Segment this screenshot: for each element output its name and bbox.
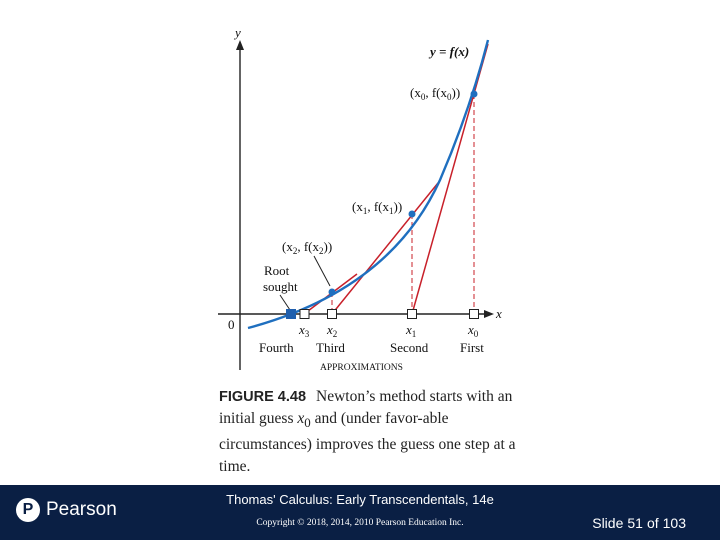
- x-axis-label: x: [495, 306, 502, 321]
- slide-total: 103: [662, 515, 686, 531]
- pointer-root: [279, 294, 291, 311]
- approx-second: Second: [390, 340, 429, 355]
- pointer-x2-label: [313, 255, 331, 287]
- caption-text-b: and (under favor-able circumstances) imp…: [219, 410, 516, 476]
- root-marker: [286, 309, 296, 319]
- pearson-logo-word: Pearson: [46, 499, 117, 520]
- root-label-line2: sought: [263, 279, 298, 294]
- slide-counter: Slide 51 of 103: [592, 515, 690, 531]
- x-axis-arrow: [484, 310, 494, 318]
- y-axis-arrow: [236, 40, 244, 50]
- approx-first: First: [460, 340, 484, 355]
- copyright-text: Copyright © 2018, 2014, 2010 Pearson Edu…: [256, 518, 464, 528]
- point-label-x0: (x0, f(x0)): [410, 85, 460, 102]
- tick-label-x1: x1: [405, 322, 416, 339]
- figure-label: FIGURE 4.48: [219, 389, 307, 405]
- y-axis-label: y: [233, 25, 241, 40]
- figure-caption: FIGURE 4.48 Newton’s method starts with a…: [219, 386, 519, 478]
- caption-var: x: [297, 410, 305, 427]
- point-x1-on-curve: [408, 210, 416, 218]
- origin-label: 0: [228, 317, 235, 332]
- slide-prefix: Slide: [592, 515, 624, 531]
- newtons-method-figure: y x 0 y = f(x) (x0, f(x0)) (x1, f(x1)) (…: [218, 25, 502, 373]
- point-label-x1: (x1, f(x1)): [352, 199, 402, 216]
- tick-label-x3: x3: [298, 322, 310, 339]
- approx-fourth: Fourth: [259, 340, 294, 355]
- root-label-line1: Root: [264, 263, 290, 278]
- point-x0-on-curve: [470, 90, 478, 98]
- tick-box-x1: [407, 309, 417, 319]
- caption-text-a: Newton’s method starts with an initial g…: [219, 388, 513, 427]
- caption-sub: 0: [304, 415, 311, 431]
- function-curve: [247, 39, 490, 330]
- tangent-at-x0: [411, 43, 489, 315]
- approx-third: Third: [316, 340, 345, 355]
- approximations-label: APPROXIMATIONS: [320, 363, 403, 373]
- pearson-logo: P Pearson: [16, 498, 117, 522]
- slide-footer: P Pearson Thomas' Calculus: Early Transc…: [0, 485, 720, 540]
- point-x2-on-curve: [328, 288, 336, 296]
- tick-label-x0: x0: [467, 322, 479, 339]
- tick-label-x2: x2: [326, 322, 337, 339]
- slide-number: 51: [627, 515, 643, 531]
- slide-of: of: [646, 515, 659, 531]
- book-title: Thomas' Calculus: Early Transcendentals,…: [226, 492, 494, 507]
- curve-label: y = f(x): [428, 44, 469, 59]
- tick-box-x0: [469, 309, 479, 319]
- tangent-at-x1: [331, 182, 439, 315]
- point-label-x2: (x2, f(x2)): [282, 239, 332, 256]
- pearson-logo-icon: P: [16, 498, 40, 522]
- tick-box-x2: [327, 309, 337, 319]
- tick-box-x3: [299, 309, 310, 319]
